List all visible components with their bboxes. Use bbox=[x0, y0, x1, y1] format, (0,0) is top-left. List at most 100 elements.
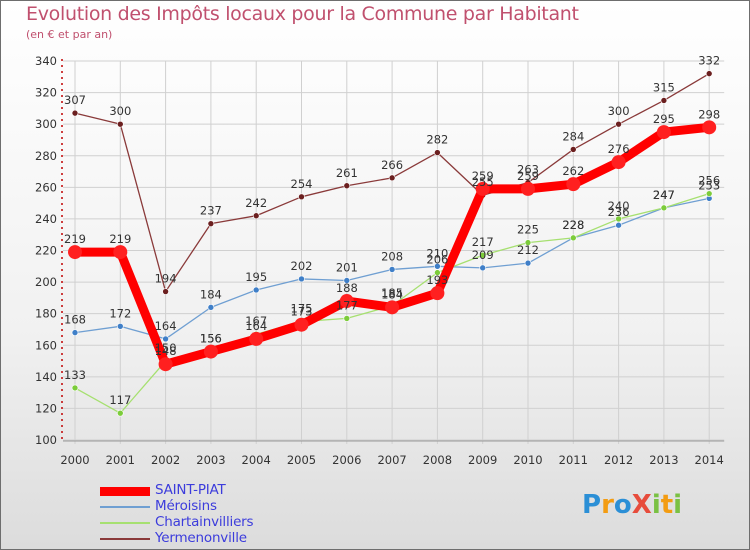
data-label: 256 bbox=[698, 174, 720, 188]
data-label: 185 bbox=[381, 286, 403, 300]
y-axis: 100 120 140 160 180 200 220 240 260 280 300 320 340 bbox=[35, 54, 63, 447]
y-tick-label: 200 bbox=[35, 275, 57, 289]
data-point bbox=[249, 331, 264, 346]
y-tick-label: 340 bbox=[35, 54, 57, 68]
x-tick-label: 2013 bbox=[649, 453, 678, 467]
data-label: 173 bbox=[291, 305, 313, 319]
x-tick-label: 2009 bbox=[468, 453, 497, 467]
logo-letter: r bbox=[601, 490, 614, 520]
data-point bbox=[71, 329, 79, 336]
data-label: 208 bbox=[381, 249, 403, 263]
data-label: 219 bbox=[109, 232, 131, 246]
data-point bbox=[475, 181, 490, 196]
data-point bbox=[71, 384, 79, 392]
data-point bbox=[113, 245, 128, 260]
data-point bbox=[203, 344, 218, 359]
data-label: 194 bbox=[155, 272, 177, 286]
data-label: 167 bbox=[245, 314, 267, 328]
legend-swatch bbox=[100, 487, 150, 496]
data-point bbox=[615, 215, 622, 223]
data-label: 212 bbox=[517, 243, 539, 257]
data-label: 156 bbox=[200, 332, 222, 346]
data-point bbox=[524, 259, 532, 267]
data-point bbox=[162, 288, 169, 295]
data-point bbox=[117, 120, 124, 128]
data-point bbox=[252, 286, 260, 294]
data-point bbox=[615, 120, 622, 128]
data-label: 209 bbox=[472, 248, 494, 262]
data-labels-saint-piat: 219 219 148 156 164 173 188 184 193 259 259 262 276 2… bbox=[64, 107, 720, 358]
line-chart: 100 120 140 160 180 200 220 240 260 280 300 320 340 2… bbox=[35, 54, 725, 467]
legend-label: Chartainvilliers bbox=[155, 514, 254, 530]
y-tick-label: 140 bbox=[35, 370, 57, 384]
x-tick-label: 2011 bbox=[559, 453, 588, 467]
y-tick-label: 160 bbox=[35, 338, 57, 352]
data-label: 262 bbox=[562, 164, 584, 178]
data-point bbox=[158, 357, 173, 372]
legend-swatch bbox=[100, 538, 150, 540]
data-labels-yermenonville: 307 300 194 237 242 254 261 266 282 255 263 284 300 3… bbox=[64, 54, 720, 286]
y-tick-label: 280 bbox=[35, 149, 57, 163]
data-label: 193 bbox=[426, 273, 448, 287]
data-point bbox=[656, 125, 671, 140]
data-label: 263 bbox=[517, 163, 539, 177]
data-point bbox=[705, 70, 713, 77]
data-label: 228 bbox=[562, 218, 584, 232]
logo-letter: i bbox=[673, 490, 683, 520]
data-label: 247 bbox=[653, 188, 675, 202]
data-label: 237 bbox=[200, 204, 222, 218]
logo-letter: t bbox=[660, 490, 674, 520]
y-tick-label: 220 bbox=[35, 244, 57, 258]
y-tick-label: 320 bbox=[35, 86, 57, 100]
data-label: 172 bbox=[109, 306, 131, 320]
data-point bbox=[68, 245, 82, 260]
data-label: 236 bbox=[608, 205, 630, 219]
data-label: 210 bbox=[426, 246, 448, 260]
data-point bbox=[298, 193, 305, 201]
y-tick-label: 260 bbox=[35, 180, 57, 194]
data-point bbox=[294, 317, 309, 332]
logo-letter: o bbox=[613, 490, 632, 520]
data-label: 195 bbox=[245, 270, 267, 284]
x-tick-label: 2008 bbox=[423, 453, 452, 467]
data-label: 255 bbox=[472, 175, 494, 189]
data-point bbox=[434, 269, 441, 276]
data-label: 150 bbox=[155, 341, 177, 355]
x-tick-label: 2000 bbox=[60, 453, 89, 467]
data-label: 168 bbox=[64, 313, 86, 327]
data-point bbox=[524, 239, 532, 246]
data-label: 259 bbox=[472, 169, 494, 183]
x-tick-label: 2012 bbox=[604, 453, 633, 467]
data-point bbox=[660, 204, 668, 212]
data-label: 202 bbox=[291, 259, 313, 273]
logo-letter: i bbox=[651, 490, 661, 520]
data-label: 188 bbox=[336, 281, 358, 295]
x-tick-label: 2005 bbox=[287, 453, 316, 467]
data-point bbox=[660, 97, 668, 104]
data-label: 133 bbox=[64, 368, 86, 382]
data-label: 259 bbox=[517, 169, 539, 183]
data-label: 156 bbox=[200, 332, 222, 346]
data-label: 184 bbox=[200, 287, 222, 301]
data-label: 295 bbox=[653, 112, 675, 126]
legend-label: Méroisins bbox=[155, 498, 217, 514]
chart-title: Evolution des Impôts locaux pour la Comm… bbox=[26, 3, 579, 25]
y-tick-label: 180 bbox=[35, 307, 57, 321]
data-point bbox=[343, 315, 351, 322]
data-point bbox=[705, 190, 713, 197]
data-label: 177 bbox=[336, 298, 358, 312]
y-tick-label: 120 bbox=[35, 401, 57, 415]
data-point bbox=[71, 109, 79, 117]
x-axis: 2000 2001 2002 2003 2004 2005 2006 2007 2008 2009… bbox=[60, 440, 725, 467]
data-label: 217 bbox=[472, 235, 494, 249]
data-point bbox=[298, 275, 305, 283]
y-tick-label: 100 bbox=[35, 433, 57, 447]
data-point bbox=[207, 304, 215, 311]
data-label: 276 bbox=[608, 142, 630, 156]
x-tick-label: 2003 bbox=[196, 453, 225, 467]
legend-swatch bbox=[100, 522, 150, 524]
data-point bbox=[162, 335, 169, 343]
legend-label: SAINT-PIAT bbox=[155, 482, 226, 498]
series-saint-piat bbox=[68, 120, 717, 372]
